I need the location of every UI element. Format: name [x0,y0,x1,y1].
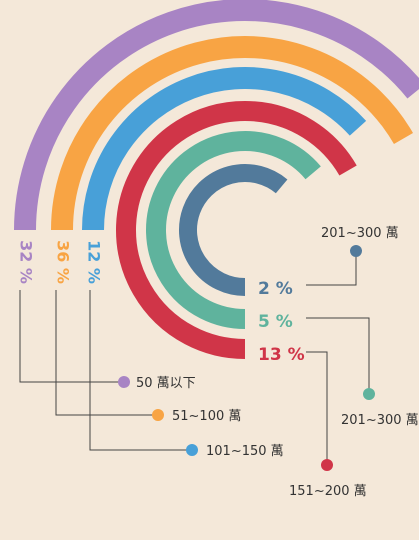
category-label-5: 201~300 萬 [341,413,419,428]
leader-line-4 [306,351,328,465]
legend-dot-5 [363,388,375,400]
category-label-1: 50 萬以下 [136,376,196,391]
pct-label-1: 32 % [17,240,36,284]
pct-label-5: 5 % [258,312,293,332]
ring-1 [14,0,419,231]
ring-3 [82,67,367,231]
leader-line-6 [306,251,357,286]
pct-label-3: 12 % [85,240,104,284]
legend-dot-3 [186,444,198,456]
category-label-2: 51~100 萬 [172,409,241,424]
legend-dot-6 [350,245,362,257]
pct-label-2: 36 % [54,240,73,284]
leader-line-5 [306,317,370,394]
leader-line-3 [89,290,192,451]
legend-dot-4 [321,459,333,471]
category-label-4: 151~200 萬 [289,484,367,499]
ring-6 [179,164,288,296]
category-label-6: 201~300 萬 [321,226,399,241]
pct-label-4: 13 % [258,345,305,365]
legend-dot-1 [118,376,130,388]
ring-4 [116,101,357,359]
category-label-3: 101~150 萬 [206,444,284,459]
ring-5 [146,131,321,329]
leader-line-1 [19,290,124,383]
legend-dot-2 [152,409,164,421]
ring-2 [51,36,413,231]
pct-label-6: 2 % [258,279,293,299]
leader-line-2 [55,290,158,416]
